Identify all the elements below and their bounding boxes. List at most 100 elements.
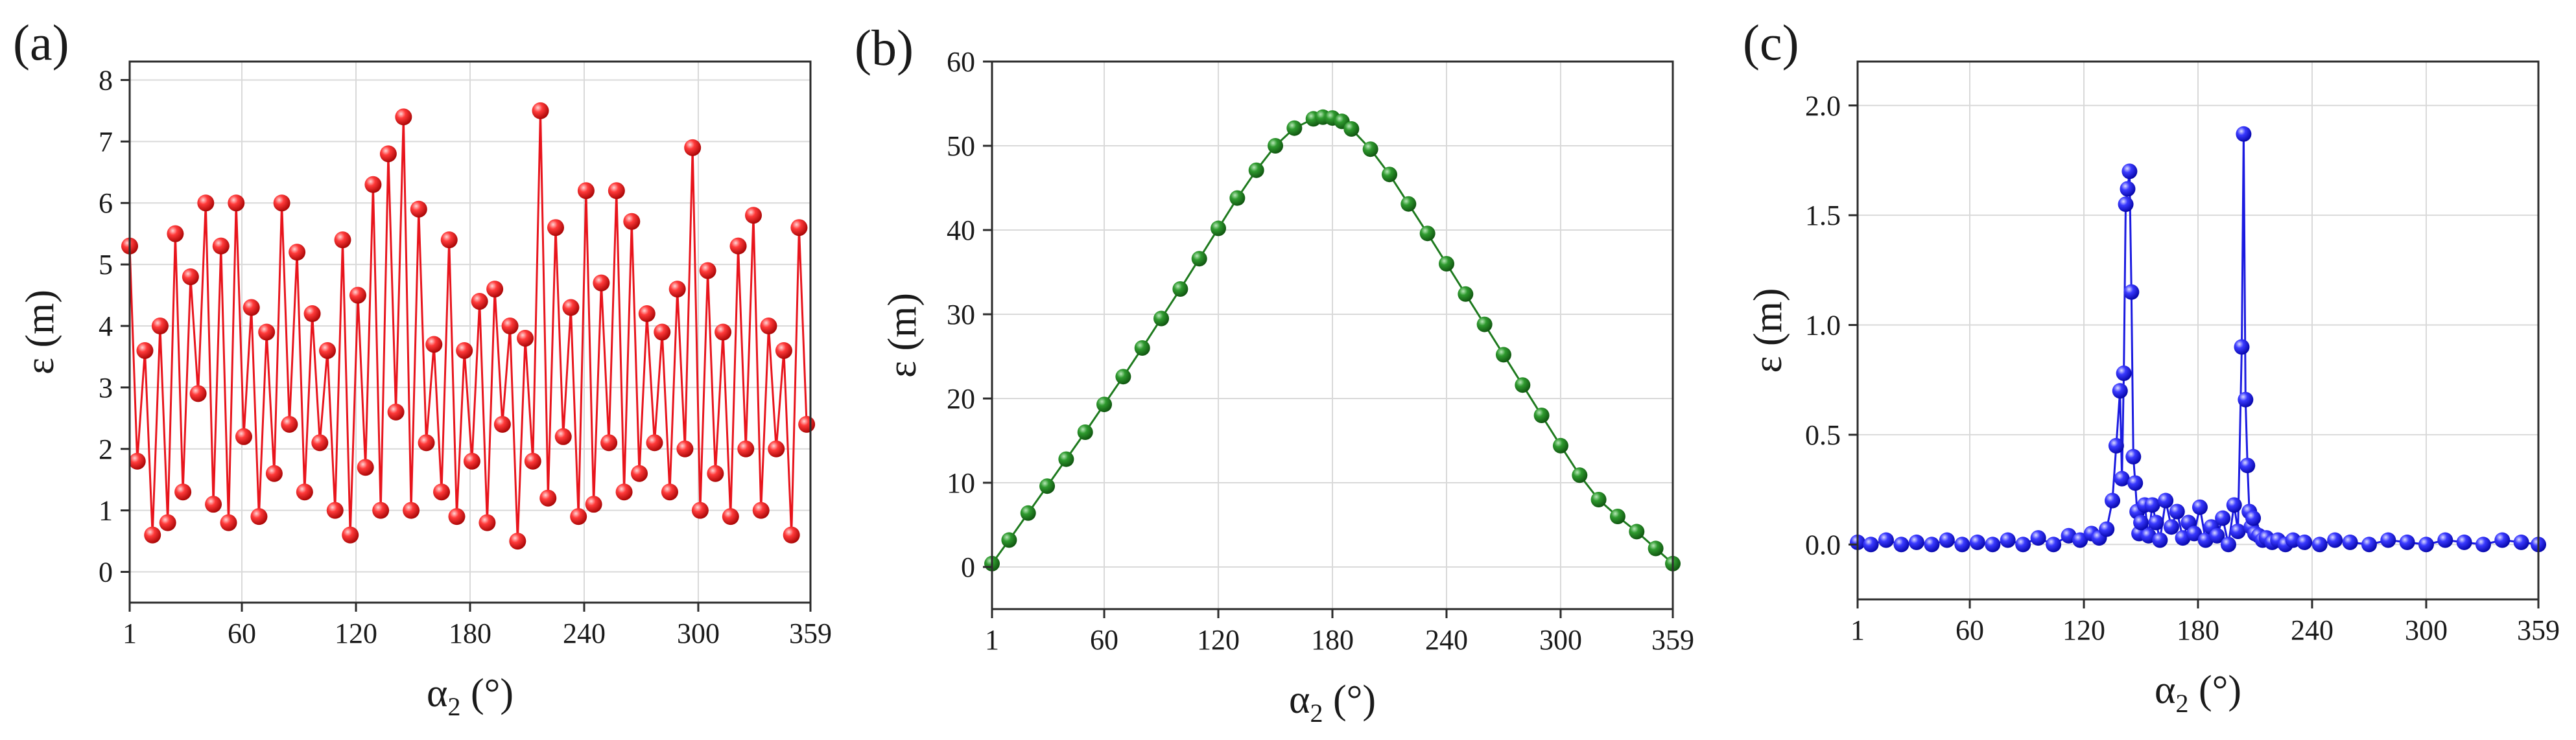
data-point xyxy=(387,403,405,421)
data-point xyxy=(2226,497,2242,513)
x-tick-label: 359 xyxy=(2517,614,2560,646)
data-point xyxy=(1954,537,1970,553)
data-point xyxy=(2108,437,2124,454)
data-point xyxy=(1863,537,1879,553)
data-point xyxy=(440,231,458,249)
y-tick-label: 1.0 xyxy=(1805,310,1841,341)
y-tick-label: 0 xyxy=(961,551,975,583)
data-point xyxy=(258,323,276,341)
data-point xyxy=(1495,347,1511,363)
data-point xyxy=(2099,521,2115,537)
data-point xyxy=(509,533,526,550)
data-point xyxy=(707,465,724,482)
data-point xyxy=(577,182,595,200)
data-point xyxy=(2236,126,2252,142)
data-point xyxy=(1153,310,1170,327)
data-point xyxy=(2494,532,2511,548)
panel-c: 1 60 120 180 240 300 359 0.0 0.5 1.0 1.5 2.0 α2 (°) ε… xyxy=(1743,14,2560,718)
data-point xyxy=(1039,478,1056,494)
data-point xyxy=(1438,256,1454,272)
data-point xyxy=(715,323,732,341)
data-point xyxy=(372,502,390,519)
data-point xyxy=(265,465,283,482)
data-point xyxy=(159,514,176,531)
x-tick-label: 300 xyxy=(677,618,720,649)
y-tick-label: 2 xyxy=(99,434,113,465)
data-point xyxy=(2114,470,2130,487)
data-point xyxy=(2209,527,2225,544)
data-point xyxy=(2192,499,2208,515)
data-point xyxy=(1533,408,1550,423)
data-point xyxy=(1939,532,1955,548)
data-point xyxy=(1572,467,1588,483)
data-point xyxy=(1924,537,1940,553)
data-point xyxy=(151,318,169,335)
data-point xyxy=(2123,284,2140,300)
data-point xyxy=(2245,510,2262,526)
data-point xyxy=(2475,537,2491,553)
data-point xyxy=(1211,220,1227,237)
y-axis-title: ε (m) xyxy=(1746,288,1790,373)
data-point xyxy=(1590,492,1607,507)
data-point xyxy=(798,415,816,433)
x-tick-label: 120 xyxy=(1197,624,1240,656)
data-point xyxy=(1648,540,1664,557)
data-point xyxy=(395,108,412,126)
data-point xyxy=(479,514,496,531)
x-axis-title: α2 (°) xyxy=(427,671,514,721)
data-point xyxy=(1893,537,1909,553)
data-point xyxy=(342,526,359,544)
data-point xyxy=(228,194,245,212)
y-tick-label: 40 xyxy=(947,214,975,246)
data-point xyxy=(729,237,747,255)
data-point xyxy=(296,483,313,501)
data-point xyxy=(676,440,694,457)
data-point xyxy=(539,489,557,507)
data-point xyxy=(1020,505,1036,521)
data-point xyxy=(547,219,564,237)
data-point xyxy=(501,318,519,335)
data-point xyxy=(2158,492,2174,509)
data-point xyxy=(2118,196,2134,213)
y-tick-label: 0 xyxy=(99,557,113,588)
y-axis-title: ε (m) xyxy=(18,290,62,375)
data-point xyxy=(570,508,587,526)
y-tick-label: 30 xyxy=(947,299,975,330)
data-point xyxy=(699,262,716,279)
data-point xyxy=(752,502,770,519)
y-tick-label: 6 xyxy=(99,187,113,219)
data-point xyxy=(562,299,580,316)
data-point xyxy=(136,341,154,359)
data-point xyxy=(433,483,451,501)
data-point xyxy=(2133,515,2149,531)
y-tick-label: 50 xyxy=(947,130,975,162)
y-tick-label: 0.5 xyxy=(1805,419,1841,451)
data-point xyxy=(1878,532,1894,548)
y-tick-label: 10 xyxy=(947,467,975,499)
data-point xyxy=(2152,532,2168,548)
data-point xyxy=(585,496,602,513)
data-point xyxy=(174,483,192,501)
data-point xyxy=(357,459,374,476)
data-point xyxy=(1515,377,1531,393)
data-point xyxy=(410,200,427,218)
x-tick-label: 180 xyxy=(449,618,491,649)
data-point xyxy=(205,496,222,513)
data-point xyxy=(250,508,268,526)
data-point xyxy=(2220,537,2236,553)
y-axis-title: ε (m) xyxy=(880,293,925,378)
data-point xyxy=(1985,537,2001,553)
data-point xyxy=(745,207,762,224)
data-point xyxy=(1552,437,1568,454)
data-point xyxy=(775,341,792,359)
x-tick-label: 180 xyxy=(1311,624,1354,656)
data-point xyxy=(2015,537,2031,553)
data-point xyxy=(2456,534,2472,550)
data-point xyxy=(1096,397,1113,413)
x-tick-label: 300 xyxy=(1539,624,1582,656)
data-point xyxy=(737,440,755,457)
data-point xyxy=(554,428,572,445)
data-point xyxy=(638,305,656,323)
data-point xyxy=(2437,532,2453,548)
data-point xyxy=(2399,534,2415,550)
